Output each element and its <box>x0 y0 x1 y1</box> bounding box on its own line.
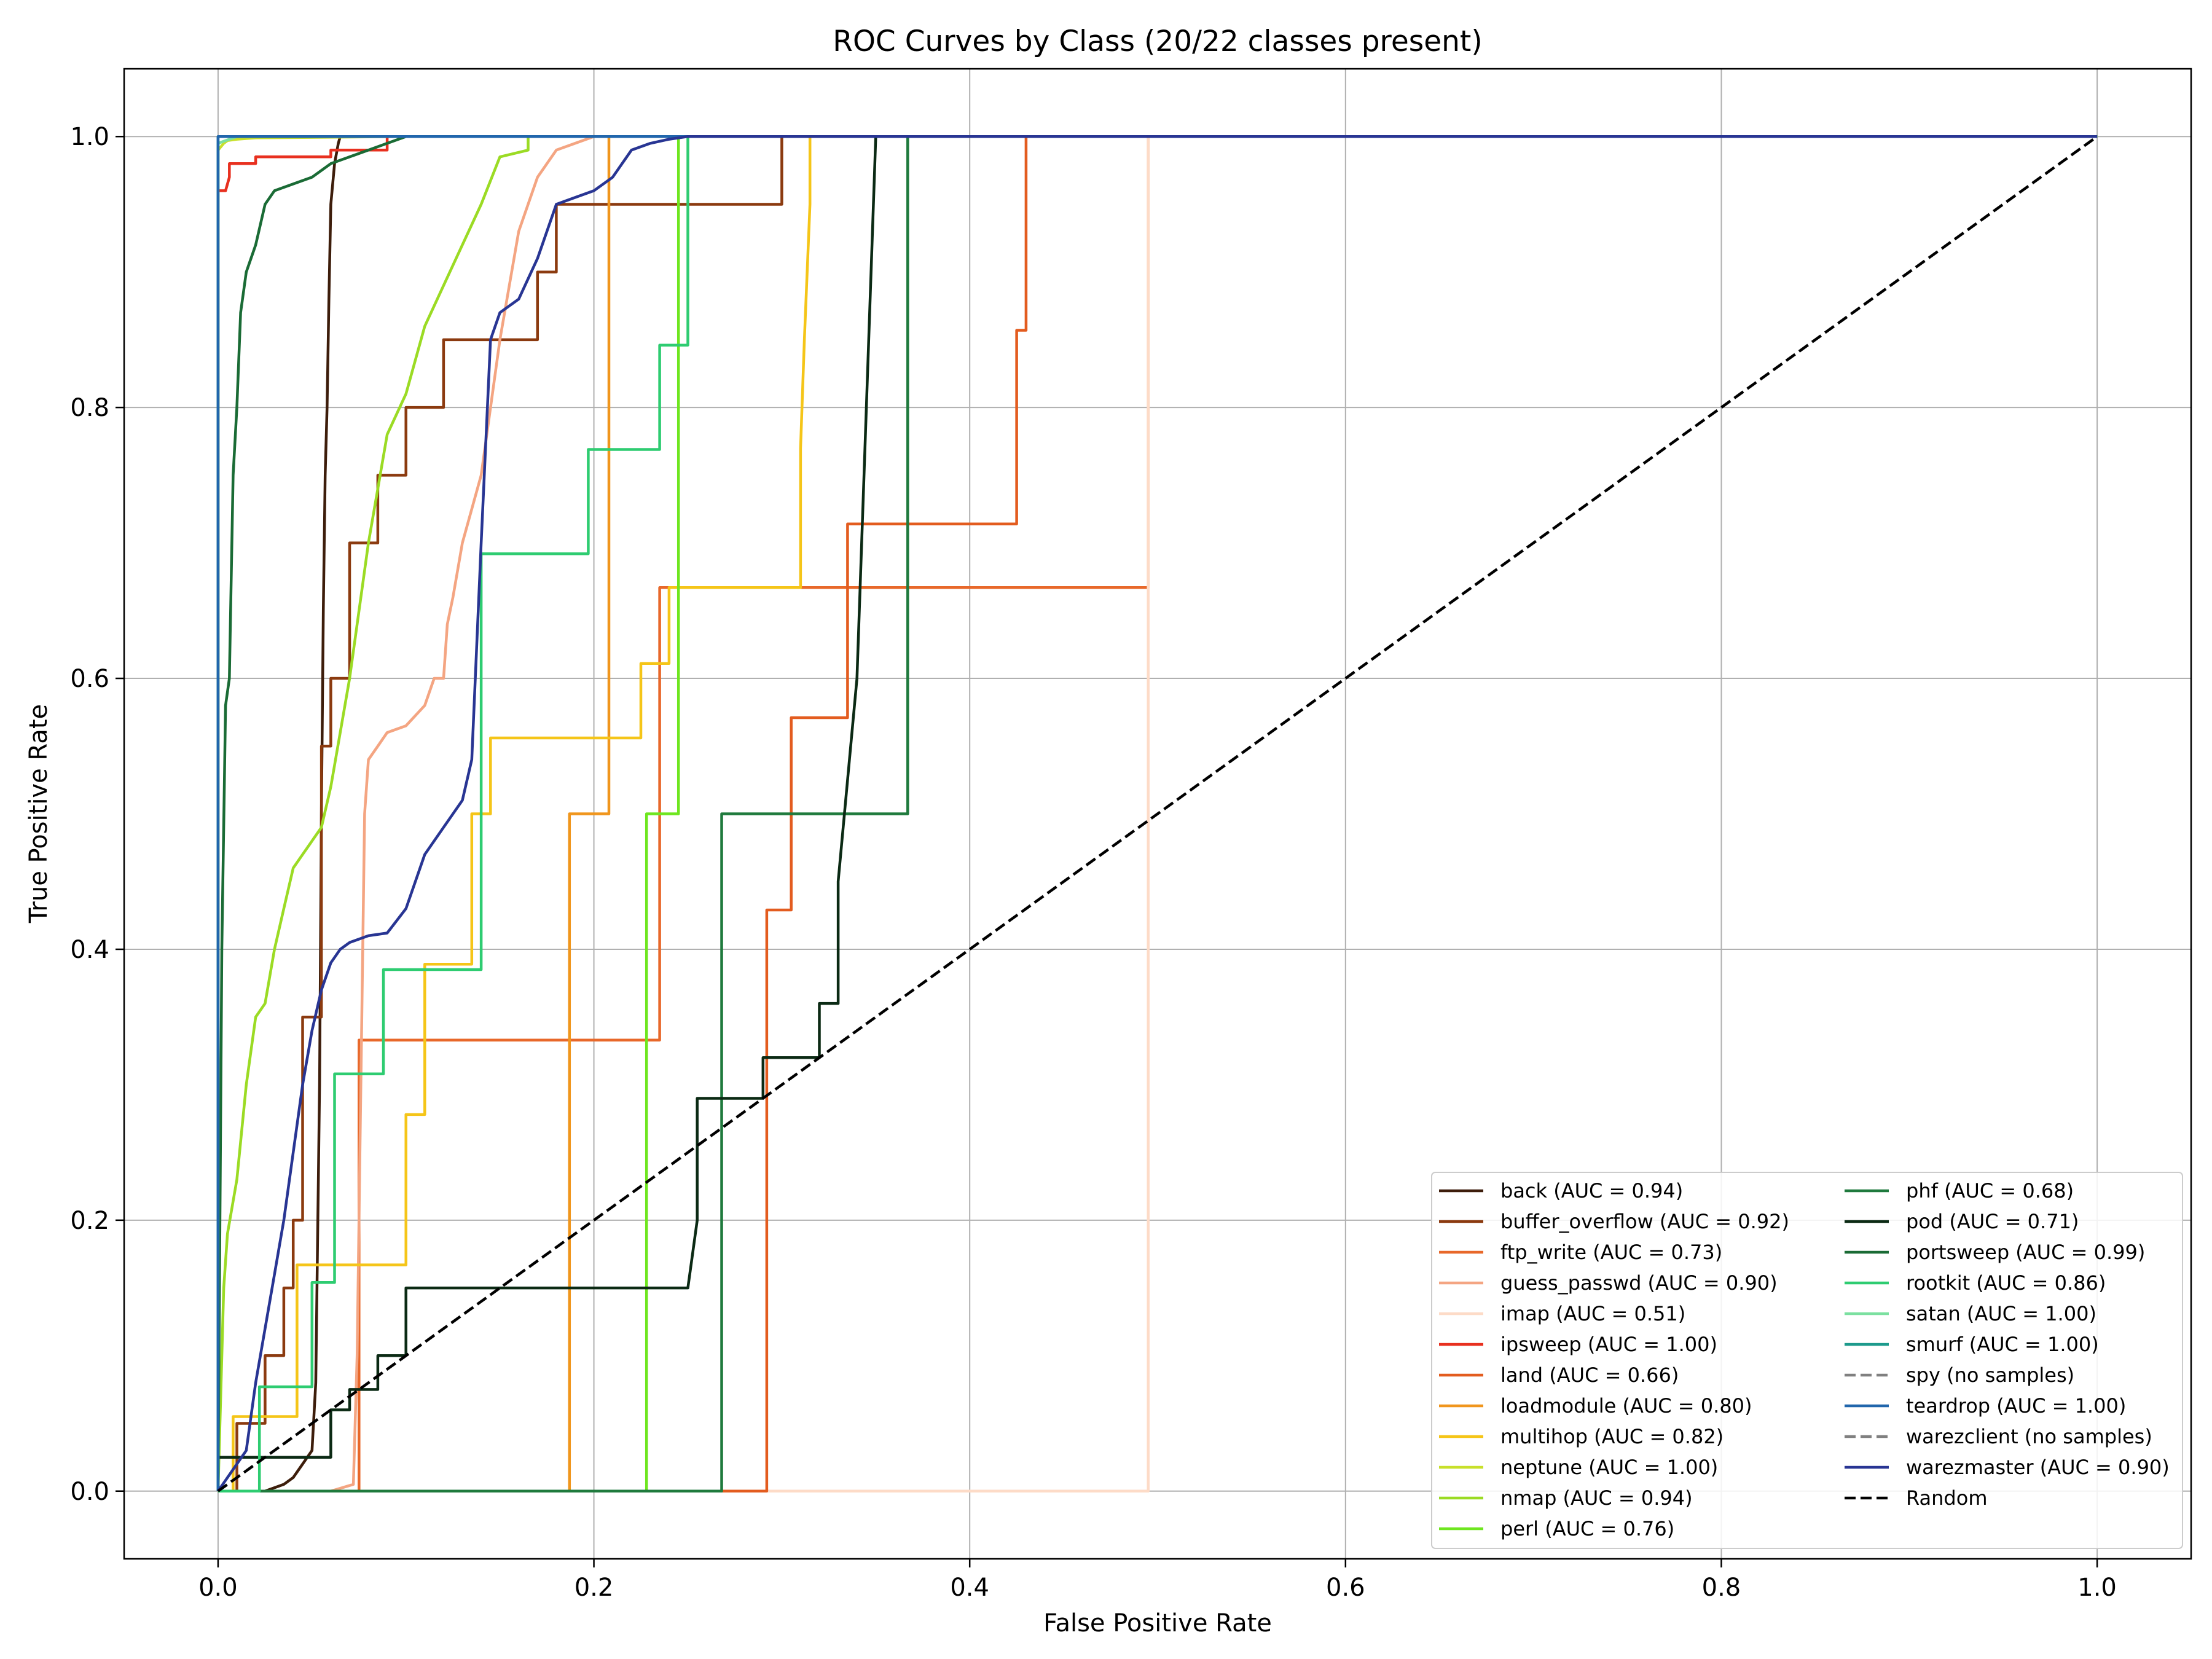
legend-label-ftp-write: ftp_write (AUC = 0.73) <box>1500 1241 1722 1264</box>
series-line-nmap <box>216 135 2098 1491</box>
x-tick-label: 0.2 <box>575 1574 614 1602</box>
series-line-random <box>217 135 2098 1492</box>
x-tick-label: 0.4 <box>950 1574 989 1602</box>
legend-label-loadmodule: loadmodule (AUC = 0.80) <box>1500 1394 1752 1418</box>
y-tick-label: 0.0 <box>70 1478 109 1506</box>
legend-label-portsweep: portsweep (AUC = 0.99) <box>1906 1241 2145 1264</box>
plot-series <box>216 135 2098 1493</box>
legend-label-teardrop: teardrop (AUC = 1.00) <box>1906 1394 2126 1418</box>
y-tick-label: 1.0 <box>70 123 109 151</box>
legend-label-warezclient: warezclient (no samples) <box>1906 1425 2152 1448</box>
x-tick-label: 0.6 <box>1326 1574 1365 1602</box>
legend-box <box>1431 1172 2183 1549</box>
legend-label-neptune: neptune (AUC = 1.00) <box>1500 1456 1718 1479</box>
legend-label-perl: perl (AUC = 0.76) <box>1500 1517 1674 1540</box>
series-line-guess-passwd <box>218 135 2098 1493</box>
legend-label-smurf: smurf (AUC = 1.00) <box>1906 1333 2099 1356</box>
legend-label-nmap: nmap (AUC = 0.94) <box>1500 1486 1693 1510</box>
x-tick-label: 1.0 <box>2077 1574 2117 1602</box>
legend-label-multihop: multihop (AUC = 0.82) <box>1500 1425 1724 1448</box>
x-tick-label: 0.0 <box>198 1574 238 1602</box>
legend-label-rootkit: rootkit (AUC = 0.86) <box>1906 1271 2106 1295</box>
y-tick-label: 0.6 <box>70 665 109 693</box>
series-line-warezmaster <box>217 135 2098 1492</box>
legend-label-spy: spy (no samples) <box>1906 1363 2074 1387</box>
chart-title: ROC Curves by Class (20/22 classes prese… <box>833 25 1482 58</box>
legend-label-random: Random <box>1906 1486 1987 1510</box>
axis-ticks: 0.0 0.2 0.4 0.6 0.8 1.0 0.0 0.2 0.4 0.6 0.8 1.0 <box>70 123 2117 1602</box>
legend: back (AUC = 0.94) buffer_overflow (AUC = … <box>1431 1172 2183 1549</box>
legend-label-imap: imap (AUC = 0.51) <box>1500 1302 1685 1325</box>
x-axis-label: False Positive Rate <box>1043 1609 1272 1637</box>
legend-label-warezmaster: warezmaster (AUC = 0.90) <box>1906 1456 2170 1479</box>
series-line-rootkit <box>218 135 2098 1493</box>
series-line-portsweep <box>216 135 2098 1491</box>
legend-label-phf: phf (AUC = 0.68) <box>1906 1179 2074 1202</box>
x-tick-label: 0.8 <box>1702 1574 1741 1602</box>
legend-label-land: land (AUC = 0.66) <box>1500 1363 1679 1387</box>
legend-label-back: back (AUC = 0.94) <box>1500 1179 1683 1202</box>
y-axis-label: True Positive Rate <box>25 704 53 924</box>
series-line-pod <box>216 135 2098 1491</box>
legend-label-satan: satan (AUC = 1.00) <box>1906 1302 2096 1325</box>
legend-label-guess-passwd: guess_passwd (AUC = 0.90) <box>1500 1271 1778 1295</box>
y-tick-label: 0.4 <box>70 936 109 964</box>
y-tick-label: 0.8 <box>70 394 109 422</box>
legend-label-pod: pod (AUC = 0.71) <box>1906 1210 2079 1233</box>
series-line-multihop <box>218 135 2098 1493</box>
series-line-ipsweep <box>216 135 2098 1491</box>
y-tick-label: 0.2 <box>70 1207 109 1235</box>
plot-frame <box>123 68 2192 1560</box>
legend-label-ipsweep: ipsweep (AUC = 1.00) <box>1500 1333 1717 1356</box>
series-line-land <box>218 135 2098 1493</box>
legend-label-buffer-overflow: buffer_overflow (AUC = 0.92) <box>1500 1210 1789 1233</box>
series-line-back <box>218 135 2098 1493</box>
